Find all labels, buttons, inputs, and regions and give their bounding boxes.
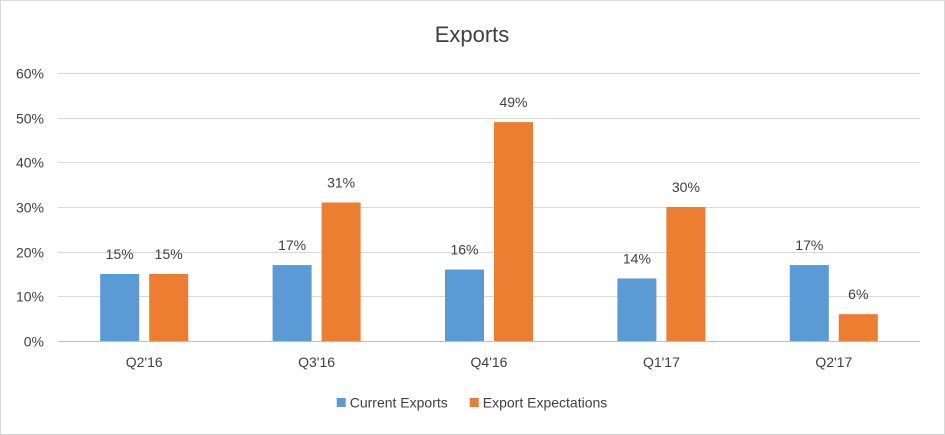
x-axis-ticks: Q2'16 Q3'16 Q4'16 Q1'17 Q2'17 [126, 354, 853, 370]
legend: Current Exports Export Expectations [336, 395, 608, 411]
bar-current-exports [100, 274, 140, 341]
data-labels: 15% 15% 17% 31% 16% 49% 14% 30% 17% 6% [106, 94, 869, 302]
data-label: 30% [672, 179, 700, 195]
data-label: 6% [848, 286, 868, 302]
x-tick-label: Q2'16 [126, 354, 163, 370]
y-tick-label: 60% [16, 66, 44, 82]
data-label: 15% [155, 246, 183, 262]
bar-export-expectations [494, 122, 533, 341]
legend-label: Current Exports [350, 395, 448, 411]
y-axis-ticks: 0% 10% 20% 30% 40% 50% 60% [16, 66, 44, 350]
bar-current-exports [789, 265, 829, 341]
bar-export-expectations [149, 274, 189, 341]
x-tick-label: Q2'17 [815, 354, 852, 370]
bar-export-expectations [838, 314, 878, 341]
y-tick-label: 10% [16, 289, 44, 305]
data-label: 17% [795, 237, 823, 253]
y-tick-label: 20% [16, 245, 44, 261]
legend-swatch [336, 398, 346, 407]
x-tick-label: Q1'17 [643, 354, 680, 370]
data-label: 17% [278, 237, 306, 253]
bars [100, 122, 878, 341]
legend-swatch [469, 398, 479, 407]
data-label: 49% [499, 94, 527, 110]
legend-item: Export Expectations [469, 395, 608, 411]
y-tick-label: 30% [16, 200, 44, 216]
data-label: 15% [106, 246, 134, 262]
y-tick-label: 50% [16, 111, 44, 127]
legend-item: Current Exports [336, 395, 448, 411]
chart-title: Exports [435, 22, 510, 47]
data-label: 16% [450, 242, 478, 258]
bar-current-exports [617, 278, 657, 341]
data-label: 14% [623, 250, 651, 266]
x-tick-label: Q3'16 [298, 354, 335, 370]
bar-current-exports [272, 265, 312, 341]
gridlines [58, 73, 920, 342]
bar-export-expectations [321, 202, 361, 341]
y-tick-label: 40% [16, 155, 44, 171]
x-tick-label: Q4'16 [471, 354, 508, 370]
y-tick-label: 0% [24, 334, 44, 350]
data-label: 31% [327, 175, 355, 191]
bar-export-expectations [666, 207, 706, 341]
bar-current-exports [445, 269, 484, 341]
legend-label: Export Expectations [483, 395, 608, 411]
